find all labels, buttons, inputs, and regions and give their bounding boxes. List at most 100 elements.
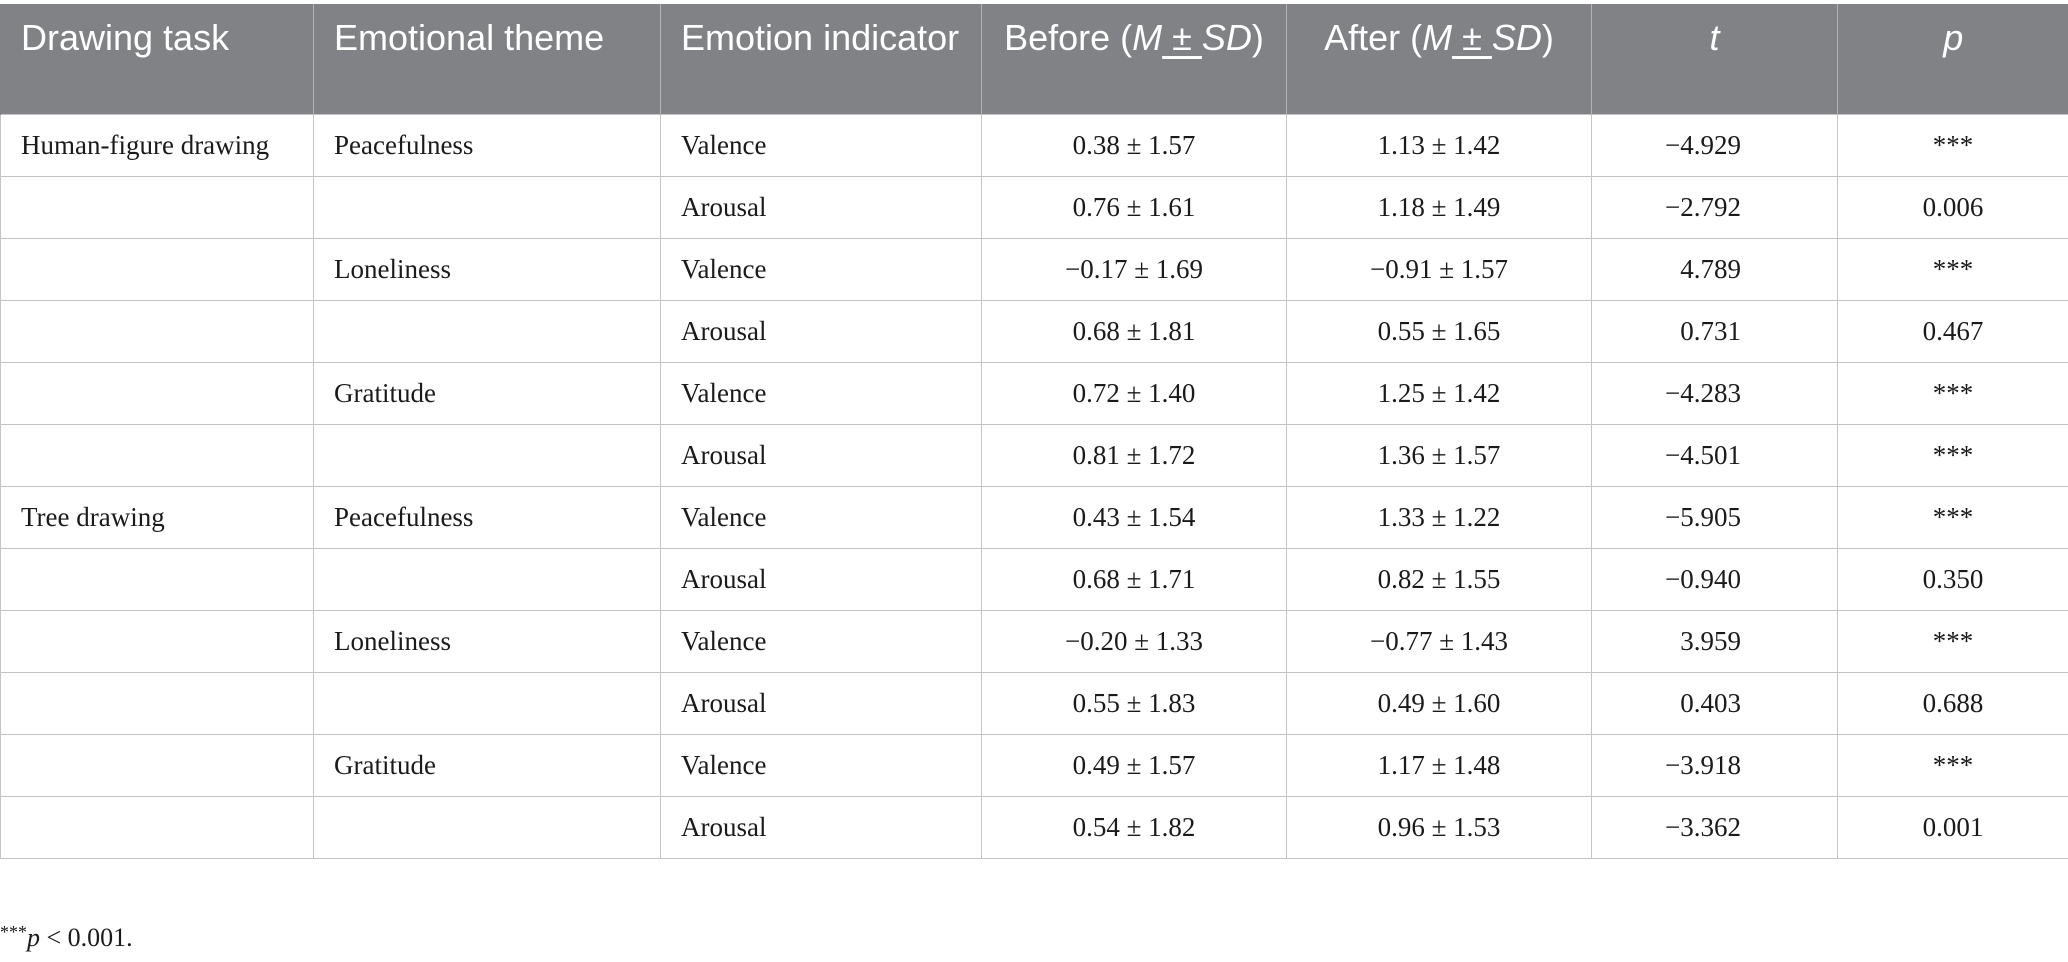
- footnote-text: < 0.001.: [40, 923, 133, 952]
- header-after-m: M: [1422, 17, 1453, 58]
- cell-emotional-theme: Peacefulness: [313, 113, 661, 177]
- cell-drawing-task: Human-figure drawing: [0, 113, 314, 177]
- cell-t: 4.789: [1591, 237, 1838, 301]
- cell-before: 0.76 ± 1.61: [981, 175, 1287, 239]
- cell-before: 0.49 ± 1.57: [981, 733, 1287, 797]
- cell-drawing-task: [0, 547, 314, 611]
- cell-p: ***: [1837, 733, 2068, 797]
- cell-drawing-task: [0, 795, 314, 859]
- cell-before: 0.68 ± 1.71: [981, 547, 1287, 611]
- cell-emotion-indicator: Valence: [660, 113, 982, 177]
- cell-before: 0.54 ± 1.82: [981, 795, 1287, 859]
- header-after: After (M ± SD): [1286, 4, 1592, 114]
- header-before-suffix: ): [1251, 17, 1264, 58]
- header-p-label: p: [1943, 17, 1964, 58]
- header-drawing-task: Drawing task: [0, 4, 314, 114]
- table-row: Loneliness Valence −0.17 ± 1.69 −0.91 ± 1.5…: [0, 237, 2068, 301]
- table-row: Gratitude Valence 0.49 ± 1.57 1.17 ± 1.48 −3…: [0, 733, 2068, 797]
- header-emotional-theme: Emotional theme: [313, 4, 661, 114]
- table-row: Arousal 0.81 ± 1.72 1.36 ± 1.57 −4.501 ***: [0, 423, 2068, 487]
- cell-drawing-task: [0, 299, 314, 363]
- cell-drawing-task: [0, 423, 314, 487]
- cell-after: 1.36 ± 1.57: [1286, 423, 1592, 487]
- cell-t: −0.940: [1591, 547, 1838, 611]
- cell-after: 0.55 ± 1.65: [1286, 299, 1592, 363]
- footnote-stars: ***: [0, 922, 27, 942]
- table-row: Arousal 0.55 ± 1.83 0.49 ± 1.60 0.403 0.688: [0, 671, 2068, 735]
- cell-after: 1.18 ± 1.49: [1286, 175, 1592, 239]
- table-row: Tree drawing Peacefulness Valence 0.43 ± 1.…: [0, 485, 2068, 549]
- cell-t: −4.929: [1591, 113, 1838, 177]
- cell-t: 0.403: [1591, 671, 1838, 735]
- header-p: p: [1837, 4, 2068, 114]
- cell-emotional-theme: [313, 547, 661, 611]
- cell-emotional-theme: [313, 175, 661, 239]
- cell-drawing-task: [0, 609, 314, 673]
- table-row: Arousal 0.76 ± 1.61 1.18 ± 1.49 −2.792 0.006: [0, 175, 2068, 239]
- header-emotion-indicator: Emotion indicator: [660, 4, 982, 114]
- cell-emotional-theme: Loneliness: [313, 609, 661, 673]
- cell-before: −0.17 ± 1.69: [981, 237, 1287, 301]
- table-row: Arousal 0.54 ± 1.82 0.96 ± 1.53 −3.362 0.001: [0, 795, 2068, 859]
- table-row: Loneliness Valence −0.20 ± 1.33 −0.77 ± 1.4…: [0, 609, 2068, 673]
- cell-emotional-theme: [313, 299, 661, 363]
- cell-p: ***: [1837, 113, 2068, 177]
- cell-p: ***: [1837, 485, 2068, 549]
- table-footnote: ***p < 0.001.: [0, 922, 133, 953]
- cell-after: 0.49 ± 1.60: [1286, 671, 1592, 735]
- cell-emotion-indicator: Arousal: [660, 299, 982, 363]
- cell-t: −2.792: [1591, 175, 1838, 239]
- cell-p: ***: [1837, 609, 2068, 673]
- cell-before: −0.20 ± 1.33: [981, 609, 1287, 673]
- table-row: Human-figure drawing Peacefulness Valence 0…: [0, 113, 2068, 177]
- cell-drawing-task: [0, 361, 314, 425]
- cell-p: ***: [1837, 361, 2068, 425]
- cell-emotion-indicator: Arousal: [660, 671, 982, 735]
- cell-drawing-task: [0, 733, 314, 797]
- header-before-m: M: [1132, 17, 1163, 58]
- cell-p: 0.688: [1837, 671, 2068, 735]
- cell-emotional-theme: [313, 423, 661, 487]
- cell-emotional-theme: Loneliness: [313, 237, 661, 301]
- cell-drawing-task: [0, 175, 314, 239]
- cell-after: 1.17 ± 1.48: [1286, 733, 1592, 797]
- cell-p: 0.006: [1837, 175, 2068, 239]
- cell-emotional-theme: Peacefulness: [313, 485, 661, 549]
- cell-t: −3.362: [1591, 795, 1838, 859]
- cell-emotion-indicator: Arousal: [660, 423, 982, 487]
- cell-emotion-indicator: Valence: [660, 609, 982, 673]
- cell-before: 0.72 ± 1.40: [981, 361, 1287, 425]
- cell-emotion-indicator: Arousal: [660, 175, 982, 239]
- cell-after: −0.77 ± 1.43: [1286, 609, 1592, 673]
- table-row: Gratitude Valence 0.72 ± 1.40 1.25 ± 1.42 −4…: [0, 361, 2068, 425]
- cell-before: 0.68 ± 1.81: [981, 299, 1287, 363]
- cell-emotion-indicator: Valence: [660, 237, 982, 301]
- cell-t: 0.731: [1591, 299, 1838, 363]
- cell-before: 0.81 ± 1.72: [981, 423, 1287, 487]
- cell-t: −5.905: [1591, 485, 1838, 549]
- header-t: t: [1591, 4, 1838, 114]
- cell-t: −3.918: [1591, 733, 1838, 797]
- cell-emotion-indicator: Valence: [660, 361, 982, 425]
- cell-drawing-task: Tree drawing: [0, 485, 314, 549]
- cell-p: ***: [1837, 423, 2068, 487]
- cell-after: 1.33 ± 1.22: [1286, 485, 1592, 549]
- cell-after: 0.82 ± 1.55: [1286, 547, 1592, 611]
- cell-emotional-theme: Gratitude: [313, 361, 661, 425]
- header-after-suffix: ): [1541, 17, 1554, 58]
- cell-before: 0.43 ± 1.54: [981, 485, 1287, 549]
- cell-emotional-theme: [313, 671, 661, 735]
- header-before: Before (M ± SD): [981, 4, 1287, 114]
- cell-emotional-theme: Gratitude: [313, 733, 661, 797]
- results-table-container: Drawing task Emotional theme Emotion ind…: [0, 4, 2068, 859]
- cell-after: 1.13 ± 1.42: [1286, 113, 1592, 177]
- table-body: Human-figure drawing Peacefulness Valence 0…: [0, 113, 2068, 859]
- cell-emotion-indicator: Arousal: [660, 547, 982, 611]
- cell-drawing-task: [0, 671, 314, 735]
- cell-after: −0.91 ± 1.57: [1286, 237, 1592, 301]
- cell-before: 0.55 ± 1.83: [981, 671, 1287, 735]
- table-header: Drawing task Emotional theme Emotion ind…: [0, 4, 2068, 114]
- cell-after: 1.25 ± 1.42: [1286, 361, 1592, 425]
- cell-p: ***: [1837, 237, 2068, 301]
- cell-p: 0.350: [1837, 547, 2068, 611]
